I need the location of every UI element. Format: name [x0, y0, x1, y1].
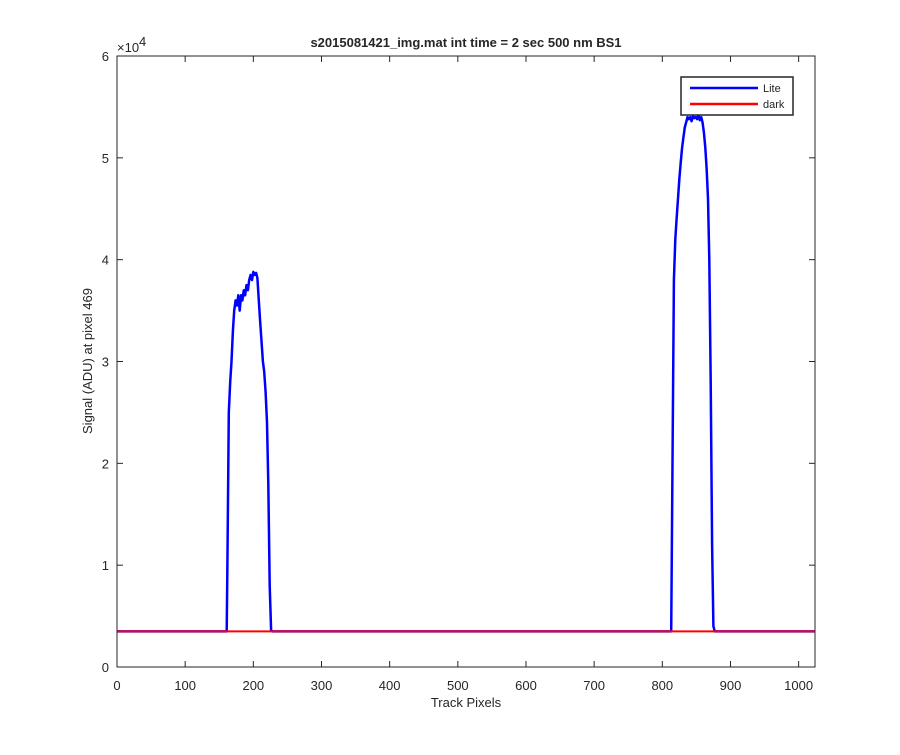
x-tick-label: 700 [583, 678, 605, 693]
y-axis-ticks: 0 1 2 3 4 5 6 [102, 49, 815, 675]
y-tick-label: 4 [102, 253, 109, 268]
y-tick-label: 6 [102, 49, 109, 64]
plot-background [117, 56, 815, 667]
x-tick-label: 900 [720, 678, 742, 693]
x-tick-label: 400 [379, 678, 401, 693]
x-tick-label: 500 [447, 678, 469, 693]
y-tick-label: 1 [102, 558, 109, 573]
x-axis-label: Track Pixels [431, 695, 502, 710]
series-lines [117, 113, 815, 633]
chart-title: s2015081421_img.mat int time = 2 sec 500… [310, 35, 621, 50]
y-tick-label: 0 [102, 660, 109, 675]
x-tick-label: 1000 [784, 678, 813, 693]
y-exponent-base: ×10 [117, 40, 139, 55]
plot-area [117, 56, 815, 667]
y-tick-label: 2 [102, 456, 109, 471]
y-axis-label: Signal (ADU) at pixel 469 [80, 288, 95, 434]
x-tick-label: 0 [113, 678, 120, 693]
y-exponent-label: ×10 4 [117, 34, 146, 55]
x-axis-ticks: 0 100 200 300 400 500 600 700 800 900 1000 [113, 56, 813, 693]
y-exponent-power: 4 [139, 34, 146, 49]
x-tick-label: 600 [515, 678, 537, 693]
legend-label-dark: dark [763, 99, 785, 111]
legend: Lite dark [680, 76, 794, 116]
y-tick-label: 3 [102, 355, 109, 370]
y-tick-label: 5 [102, 151, 109, 166]
x-tick-label: 800 [651, 678, 673, 693]
legend-box [680, 76, 794, 116]
x-tick-label: 200 [242, 678, 264, 693]
x-tick-label: 300 [311, 678, 333, 693]
x-tick-label: 100 [174, 678, 196, 693]
legend-label-lite: Lite [763, 83, 781, 95]
